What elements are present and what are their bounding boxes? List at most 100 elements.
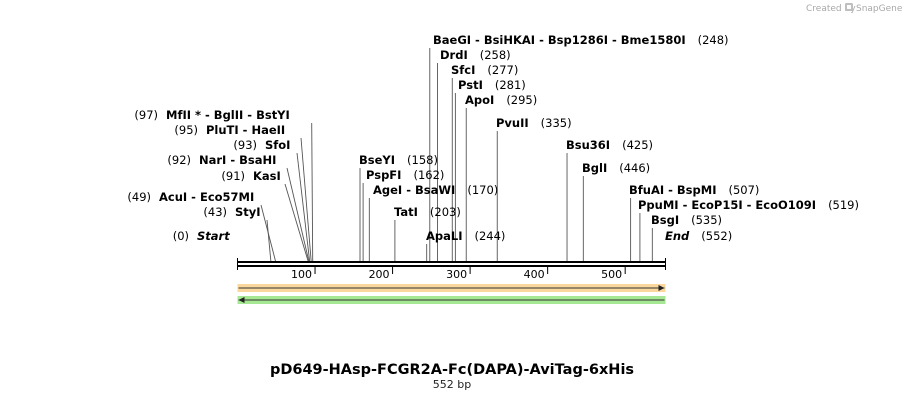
cut-site-enzyme: ApaLI bbox=[426, 229, 463, 243]
cut-site-position: (170) bbox=[467, 183, 498, 197]
cut-site-label[interactable]: (93) SfoI bbox=[233, 138, 290, 152]
cut-site-enzyme: End bbox=[665, 229, 690, 243]
cut-site-position: (158) bbox=[407, 153, 438, 167]
cut-site-leader bbox=[286, 167, 310, 262]
cut-site-enzyme: StyI bbox=[235, 205, 261, 219]
cut-site-position: (277) bbox=[487, 63, 518, 77]
tick-label: 400 bbox=[524, 268, 545, 281]
cut-site-label[interactable]: (0) Start bbox=[173, 229, 231, 243]
cut-site-enzyme: Start bbox=[197, 229, 230, 243]
cut-site-enzyme: PvuII bbox=[496, 116, 529, 130]
cut-site-position: (535) bbox=[691, 213, 722, 227]
cut-site-enzyme: SfcI bbox=[451, 63, 475, 77]
cut-site-enzyme: DrdI bbox=[440, 48, 468, 62]
cut-site-position: (552) bbox=[701, 229, 732, 243]
cut-site-label[interactable]: (97) MfII * - BglII - BstYI bbox=[134, 108, 289, 122]
cut-site-label[interactable]: (170) AgeI - BsaWI bbox=[373, 183, 498, 197]
cut-site-position: (93) bbox=[233, 138, 257, 152]
cut-site-label[interactable]: (43) StyI bbox=[203, 205, 260, 219]
ruler-ticks: 100 200 300 400 500 bbox=[291, 267, 626, 281]
cut-site-position: (43) bbox=[203, 205, 227, 219]
cut-site-label[interactable]: (446) BglI bbox=[582, 161, 650, 175]
cut-site-label[interactable]: (507) BfuAI - BspMI bbox=[629, 183, 759, 197]
cut-site-enzyme: TatI bbox=[394, 205, 418, 219]
cut-site-enzyme: Bsu36I bbox=[566, 138, 610, 152]
cut-site-label[interactable]: (203) TatI bbox=[394, 205, 461, 219]
cut-site-label[interactable]: (91) KasI bbox=[221, 169, 280, 183]
cut-site-enzyme: PstI bbox=[458, 78, 483, 92]
cut-site-position: (0) bbox=[173, 229, 189, 243]
cut-site-position: (258) bbox=[480, 48, 511, 62]
cut-site-leader bbox=[284, 183, 309, 262]
cut-site-enzyme: SfoI bbox=[265, 138, 290, 152]
cut-site-position: (95) bbox=[174, 123, 198, 137]
cut-site-label[interactable]: (244) ApaLI bbox=[426, 229, 505, 243]
cut-site-leader bbox=[300, 137, 312, 262]
cut-site-position: (49) bbox=[127, 190, 151, 204]
cut-site-labels: (0) Start (43) StyI (49) AcuI - Eco57MI (91) Ka… bbox=[127, 33, 859, 243]
sequence-start-cap bbox=[237, 258, 238, 270]
cut-site-label[interactable]: (277) SfcI bbox=[451, 63, 518, 77]
cut-site-label[interactable]: (425) Bsu36I bbox=[566, 138, 653, 152]
cut-site-position: (248) bbox=[698, 33, 729, 47]
cut-site-label[interactable]: (552) End bbox=[665, 229, 732, 243]
top-strand-line bbox=[237, 261, 666, 263]
tick-label: 200 bbox=[369, 268, 390, 281]
feature-tracks bbox=[237, 284, 666, 304]
cut-site-position: (97) bbox=[134, 108, 158, 122]
cut-site-label[interactable]: (535) BsgI bbox=[651, 213, 722, 227]
cut-site-leader bbox=[296, 152, 311, 262]
cut-site-leader bbox=[266, 219, 272, 262]
cut-site-position: (295) bbox=[506, 93, 537, 107]
sequence-ruler: 100 200 300 400 500 bbox=[237, 258, 666, 281]
cut-site-label[interactable]: (95) PluTI - HaeII bbox=[174, 123, 285, 137]
cut-site-label[interactable]: (158) BseYI bbox=[359, 153, 438, 167]
snapgene-logo-icon bbox=[845, 3, 853, 11]
cut-site-enzyme: BseYI bbox=[359, 153, 395, 167]
snapgene-credit: Created by SnapGene bbox=[806, 3, 903, 14]
cut-site-position: (91) bbox=[221, 169, 245, 183]
tick-label: 300 bbox=[446, 268, 467, 281]
cut-site-label[interactable]: (92) NarI - BsaHI bbox=[167, 153, 276, 167]
cut-site-enzyme: AcuI - Eco57MI bbox=[159, 190, 254, 204]
plasmid-length: 552 bp bbox=[433, 378, 471, 391]
cut-site-position: (519) bbox=[828, 198, 859, 212]
cut-site-enzyme: ApoI bbox=[465, 93, 494, 107]
cut-site-leader bbox=[260, 204, 276, 262]
cut-site-label[interactable]: (335) PvuII bbox=[496, 116, 572, 130]
cut-site-label[interactable]: (248) BaeGI - BsiHKAI - Bsp1286I - Bme158… bbox=[433, 33, 729, 47]
cut-site-label[interactable]: (49) AcuI - Eco57MI bbox=[127, 190, 254, 204]
cut-site-enzyme: NarI - BsaHI bbox=[199, 153, 276, 167]
cut-site-position: (203) bbox=[430, 205, 461, 219]
cut-site-position: (335) bbox=[541, 116, 572, 130]
cut-site-enzyme: BglI bbox=[582, 161, 607, 175]
sequence-end-cap bbox=[665, 258, 666, 270]
cut-site-label[interactable]: (162) PspFI bbox=[366, 168, 444, 182]
cut-site-position: (507) bbox=[728, 183, 759, 197]
cut-site-enzyme: AgeI - BsaWI bbox=[373, 183, 455, 197]
cut-site-position: (92) bbox=[167, 153, 191, 167]
cut-site-enzyme: MfII * - BglII - BstYI bbox=[166, 108, 290, 122]
forward-arrow-icon bbox=[658, 285, 665, 291]
cut-site-leader bbox=[311, 122, 314, 262]
cut-site-lines bbox=[260, 48, 653, 262]
cut-site-label[interactable]: (519) PpuMI - EcoP15I - EcoO109I bbox=[638, 198, 859, 212]
cut-site-position: (281) bbox=[495, 78, 526, 92]
cut-site-enzyme: PspFI bbox=[366, 168, 401, 182]
cut-site-enzyme: BaeGI - BsiHKAI - Bsp1286I - Bme1580I bbox=[433, 33, 686, 47]
cut-site-label[interactable]: (258) DrdI bbox=[440, 48, 511, 62]
bottom-strand-line bbox=[237, 265, 666, 267]
cut-site-position: (425) bbox=[622, 138, 653, 152]
tick-label: 100 bbox=[291, 268, 312, 281]
cut-site-enzyme: BsgI bbox=[651, 213, 679, 227]
credit-brand: SnapGene bbox=[856, 4, 903, 14]
plasmid-name: pD649-HAsp-FCGR2A-Fc(DAPA)-AviTag-6xHis bbox=[270, 362, 634, 378]
cut-site-position: (244) bbox=[475, 229, 506, 243]
cut-site-label[interactable]: (295) ApoI bbox=[465, 93, 537, 107]
reverse-arrow-icon bbox=[238, 297, 245, 303]
cut-site-label[interactable]: (281) PstI bbox=[458, 78, 526, 92]
cut-site-position: (446) bbox=[619, 161, 650, 175]
cut-site-position: (162) bbox=[413, 168, 444, 182]
cut-site-enzyme: PluTI - HaeII bbox=[206, 123, 285, 137]
